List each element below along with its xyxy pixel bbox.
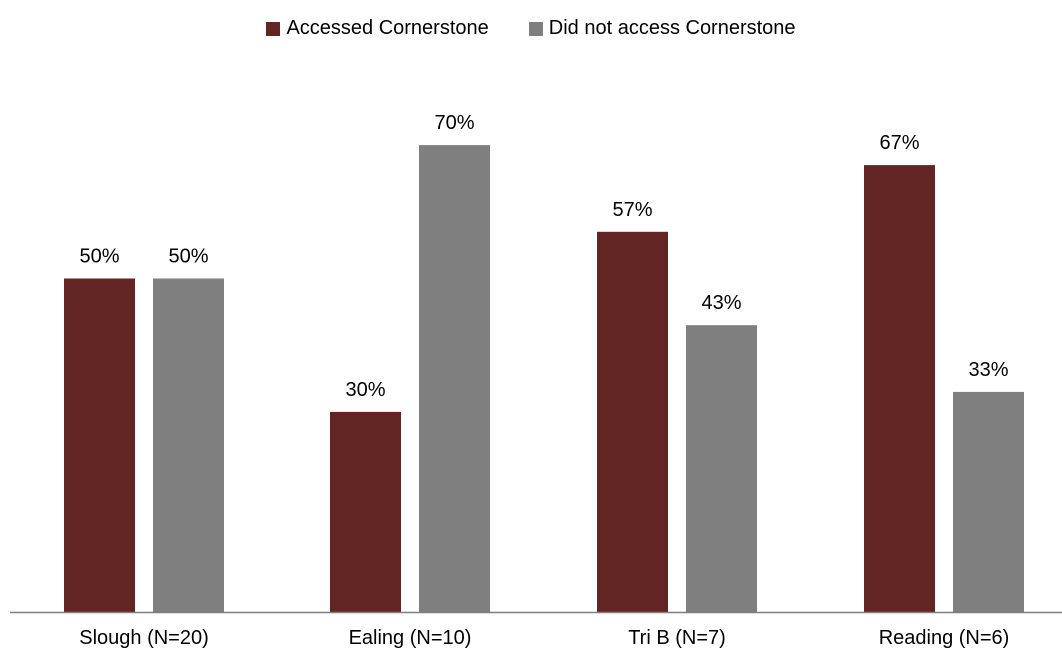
data-label-not-accessed-2: 43% <box>701 292 741 314</box>
data-label-accessed-1: 30% <box>345 379 385 401</box>
data-label-accessed-0: 50% <box>79 246 119 268</box>
category-label-2: Tri B (N=7) <box>628 627 726 649</box>
legend-label-not-accessed: Did not access Cornerstone <box>548 17 796 39</box>
bar-not-accessed-2 <box>686 325 757 612</box>
data-label-not-accessed-0: 50% <box>168 246 208 268</box>
data-label-not-accessed-1: 70% <box>434 112 474 134</box>
bar-accessed-1 <box>330 411 401 612</box>
data-label-accessed-3: 67% <box>879 132 919 154</box>
category-label-3: Reading (N=6) <box>879 627 1010 649</box>
bar-accessed-0 <box>64 278 135 612</box>
bar-accessed-2 <box>597 231 668 613</box>
legend-swatch-not-accessed <box>528 21 543 36</box>
legend-label-accessed: Accessed Cornerstone <box>286 17 489 39</box>
category-label-0: Slough (N=20) <box>79 627 209 649</box>
bar-not-accessed-3 <box>953 391 1024 612</box>
legend-item-accessed: Accessed Cornerstone <box>266 17 489 40</box>
legend-item-not-accessed: Did not access Cornerstone <box>528 17 796 40</box>
data-label-not-accessed-3: 33% <box>968 359 1008 381</box>
bar-not-accessed-1 <box>419 145 490 612</box>
bar-accessed-3 <box>864 165 935 612</box>
chart-legend: Accessed Cornerstone Did not access Corn… <box>0 17 1062 40</box>
legend-swatch-accessed <box>266 21 281 36</box>
category-label-1: Ealing (N=10) <box>349 627 472 649</box>
data-label-accessed-2: 57% <box>612 199 652 221</box>
bar-not-accessed-0 <box>153 278 224 612</box>
